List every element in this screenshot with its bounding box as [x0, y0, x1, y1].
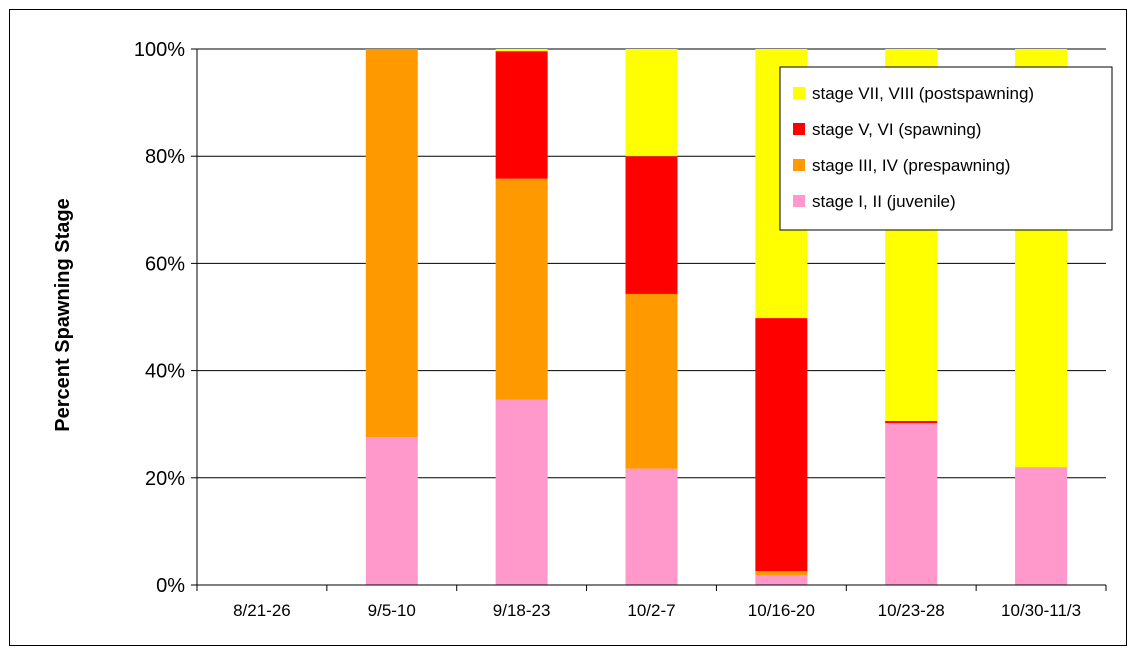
y-tick-label: 60%	[145, 253, 185, 275]
chart-svg: 0% 20% 40% 60% 80% 100% 8/21-26 9/5-10 9/18-23 1…	[52, 39, 1113, 620]
legend-label: stage V, VI (spawning)	[812, 120, 981, 139]
legend-items: stage VII, VIII (postspawning) stage V, V…	[793, 84, 1034, 211]
legend-label: stage III, IV (prespawning)	[812, 156, 1010, 175]
x-tick-label: 10/23-28	[878, 601, 945, 620]
y-tick-labels: 0% 20% 40% 60% 80% 100%	[134, 39, 185, 597]
bar-segment	[1015, 467, 1068, 585]
bar-segment	[495, 178, 548, 400]
y-tick-label: 0%	[156, 575, 185, 597]
bar-segment	[625, 156, 678, 294]
x-tick-label: 9/5-10	[368, 601, 416, 620]
bar-segment	[885, 420, 938, 424]
legend-swatch	[793, 87, 805, 99]
x-tick-label: 9/18-23	[493, 601, 551, 620]
bar-segment	[625, 468, 678, 585]
bar-segment	[755, 575, 808, 585]
bar-segment	[495, 51, 548, 179]
legend-label: stage I, II (juvenile)	[812, 192, 956, 211]
x-tick-label: 10/16-20	[748, 601, 815, 620]
legend-label: stage VII, VIII (postspawning)	[812, 84, 1034, 103]
legend-swatch	[793, 159, 805, 171]
bar-segment	[495, 49, 548, 52]
x-tick-label: 8/21-26	[233, 601, 291, 620]
bar-segment	[885, 423, 938, 585]
legend-swatch	[793, 123, 805, 135]
chart-frame: 0% 20% 40% 60% 80% 100% 8/21-26 9/5-10 9/18-23 1…	[9, 9, 1127, 646]
bar-segment	[755, 318, 808, 572]
y-tick-label: 20%	[145, 468, 185, 490]
y-tick-label: 80%	[145, 146, 185, 168]
y-tick-label: 40%	[145, 361, 185, 383]
bar-segment	[755, 571, 808, 576]
axes	[191, 48, 1107, 591]
x-tick-labels: 8/21-26 9/5-10 9/18-23 10/2-7 10/16-20 10/23-…	[233, 601, 1081, 620]
x-tick-label: 10/30-11/3	[1001, 601, 1081, 620]
x-tick-label: 10/2-7	[627, 601, 675, 620]
bar-segment	[365, 49, 418, 438]
legend: stage VII, VIII (postspawning) stage V, V…	[779, 66, 1113, 231]
bar-segment	[495, 399, 548, 585]
y-tick-label: 100%	[134, 39, 185, 61]
legend-box	[779, 66, 1113, 231]
bar-segment	[625, 49, 678, 157]
bar-segment	[625, 293, 678, 469]
legend-swatch	[793, 195, 805, 207]
bar-segment	[365, 437, 418, 585]
y-axis-title: Percent Spawning Stage	[52, 198, 74, 431]
